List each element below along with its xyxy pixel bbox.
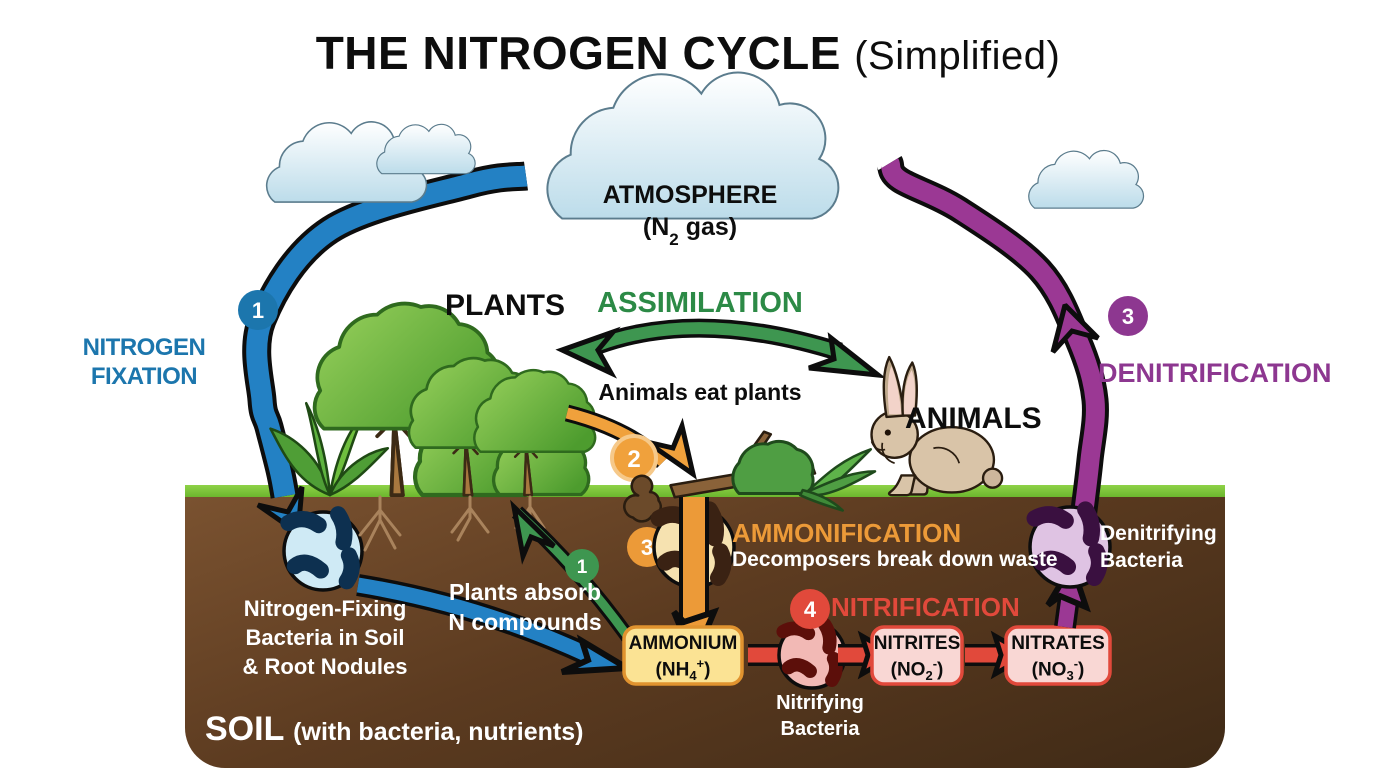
svg-text:(N2 gas): (N2 gas) [643, 213, 737, 249]
svg-text:ASSIMILATION: ASSIMILATION [597, 287, 803, 319]
svg-text:4: 4 [804, 597, 817, 622]
svg-text:Animals eat plants: Animals eat plants [598, 379, 801, 405]
svg-text:ATMOSPHERE: ATMOSPHERE [603, 181, 778, 209]
svg-text:PLANTS: PLANTS [445, 289, 565, 322]
svg-text:ANIMALS: ANIMALS [905, 402, 1042, 435]
svg-text:2: 2 [627, 446, 640, 473]
svg-text:1: 1 [252, 298, 264, 323]
svg-text:1: 1 [577, 557, 588, 578]
svg-text:3: 3 [641, 535, 653, 560]
svg-text:3: 3 [1122, 304, 1134, 329]
